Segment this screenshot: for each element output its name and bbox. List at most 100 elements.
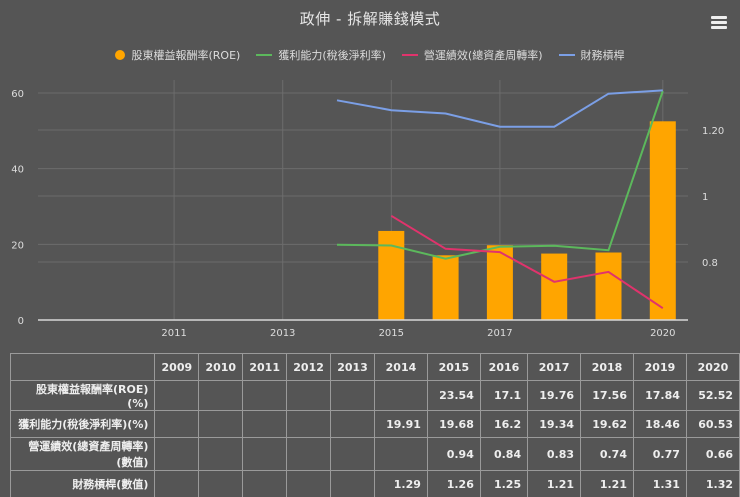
table-cell: 17.1 <box>479 380 529 411</box>
table-year-header: 2014 <box>373 353 428 381</box>
table-cell: 19.68 <box>426 410 481 438</box>
row-label: 獲利能力(稅後淨利率)(%) <box>9 410 156 438</box>
table-cell: 1.25 <box>479 470 529 497</box>
legend-label: 財務槓桿 <box>580 49 625 62</box>
table-cell: 19.91 <box>373 410 428 438</box>
table-year-header: 2019 <box>632 353 687 381</box>
table-row: 營運績效(總資產周轉率)(數值) 0.94 0.84 0.83 0.74 0.77 0.66 <box>9 437 740 471</box>
data-table: 2009 2010 2011 2012 2013 2014 2015 2016 2017 2018… <box>9 353 740 497</box>
table-cell <box>242 410 288 438</box>
legend-dot-icon <box>115 50 126 60</box>
table-cell <box>330 470 375 497</box>
table-cell <box>198 470 244 497</box>
roe-bar[interactable] <box>432 255 459 320</box>
table-cell <box>242 380 288 411</box>
row-label: 營運績效(總資產周轉率)(數值) <box>9 437 156 471</box>
table-cell: 1.21 <box>527 470 582 497</box>
table-cell: 1.29 <box>373 470 428 497</box>
hamburger-menu-icon[interactable] <box>711 16 727 30</box>
table-cell <box>154 380 200 411</box>
legend-label: 獲利能力(稅後淨利率) <box>278 49 386 62</box>
table-cell: 0.74 <box>580 437 634 471</box>
table-corner-cell <box>9 353 156 381</box>
table-cell: 1.32 <box>685 470 740 497</box>
y-left-tick-label: 60 <box>11 89 24 100</box>
row-label: 財務槓桿(數值) <box>9 470 156 497</box>
table-cell: 19.34 <box>527 410 582 438</box>
table-cell <box>330 410 375 438</box>
table-cell <box>330 380 375 411</box>
roe-bar[interactable] <box>595 252 622 320</box>
table-cell: 1.21 <box>580 470 634 497</box>
table-cell <box>330 437 375 471</box>
series-line[interactable] <box>390 214 664 310</box>
roe-bar[interactable] <box>541 253 568 320</box>
table-year-header: 2016 <box>479 353 529 381</box>
table-year-header: 2018 <box>580 353 634 381</box>
legend-line-icon <box>256 54 273 56</box>
table-year-header: 2015 <box>426 353 481 381</box>
table-cell <box>373 437 428 471</box>
table-row: 獲利能力(稅後淨利率)(%) 19.91 19.68 16.2 19.34 19.62 18… <box>9 410 740 438</box>
table-year-header: 2020 <box>685 353 740 381</box>
legend-label: 營運績效(總資產周轉率) <box>423 49 543 62</box>
series-line[interactable] <box>336 89 663 128</box>
legend-item-turnover[interactable]: 營運績效(總資產周轉率) <box>401 47 543 63</box>
legend-label: 股東權益報酬率(ROE) <box>131 49 241 62</box>
row-label: 股東權益報酬率(ROE)(%) <box>9 380 156 411</box>
table-year-header: 2010 <box>198 353 244 381</box>
table-cell <box>286 470 332 497</box>
table-cell: 18.46 <box>632 410 687 438</box>
table-year-header: 2017 <box>527 353 582 381</box>
table-cell: 23.54 <box>426 380 481 411</box>
roe-bar[interactable] <box>378 230 405 320</box>
table-cell: 60.53 <box>685 410 740 438</box>
table-cell: 52.52 <box>685 380 740 411</box>
table-cell <box>154 470 200 497</box>
legend-item-leverage[interactable]: 財務槓桿 <box>558 47 625 63</box>
y-left-tick-label: 0 <box>18 316 24 327</box>
table-cell <box>154 437 200 471</box>
table-year-header: 2012 <box>286 353 332 381</box>
table-cell: 1.31 <box>632 470 687 497</box>
y-left-tick-label: 40 <box>11 165 24 176</box>
table-cell: 0.77 <box>632 437 687 471</box>
y-right-tick-label: 0.8 <box>702 258 718 269</box>
table-cell <box>242 437 288 471</box>
table-cell <box>242 470 288 497</box>
legend-line-icon <box>401 54 418 56</box>
y-right-tick-label: 1 <box>702 192 708 203</box>
table-row: 財務槓桿(數值) 1.29 1.26 1.25 1.21 1.21 1.31 1.32 <box>9 470 740 497</box>
legend-item-profitability[interactable]: 獲利能力(稅後淨利率) <box>256 47 386 63</box>
legend-line-icon <box>558 54 575 56</box>
table-cell <box>286 380 332 411</box>
table-cell: 16.2 <box>479 410 529 438</box>
table-cell <box>286 437 332 471</box>
x-tick-label: 2015 <box>379 328 404 339</box>
table-cell <box>373 380 428 411</box>
table-cell: 0.84 <box>479 437 529 471</box>
table-cell: 19.76 <box>527 380 582 411</box>
table-cell <box>198 410 244 438</box>
series-line[interactable] <box>336 90 664 260</box>
chart-plot-area: 2011 2013 2015 2017 2020 0 20 40 60 0.8 1 1.20 <box>11 80 724 339</box>
table-cell: 17.56 <box>580 380 634 411</box>
table-cell: 19.62 <box>580 410 634 438</box>
table-header-row: 2009 2010 2011 2012 2013 2014 2015 2016 2017 2018… <box>9 353 740 381</box>
x-tick-label: 2017 <box>487 328 512 339</box>
table-cell: 1.26 <box>426 470 481 497</box>
table-row: 股東權益報酬率(ROE)(%) 23.54 17.1 19.76 17.56 17.84 5… <box>9 380 740 411</box>
table-cell <box>198 380 244 411</box>
table-year-header: 2013 <box>330 353 375 381</box>
y-left-tick-label: 20 <box>11 240 24 251</box>
table-year-header: 2009 <box>154 353 200 381</box>
table-cell: 17.84 <box>632 380 687 411</box>
x-tick-label: 2011 <box>161 328 186 339</box>
table-cell: 0.66 <box>685 437 740 471</box>
y-right-tick-label: 1.20 <box>702 126 724 137</box>
table-cell <box>286 410 332 438</box>
roe-bar[interactable] <box>649 121 676 320</box>
table-cell: 0.94 <box>426 437 481 471</box>
chart-title: 政伸 - 拆解賺錢模式 <box>299 10 441 28</box>
legend-item-roe[interactable]: 股東權益報酬率(ROE) <box>115 47 240 63</box>
